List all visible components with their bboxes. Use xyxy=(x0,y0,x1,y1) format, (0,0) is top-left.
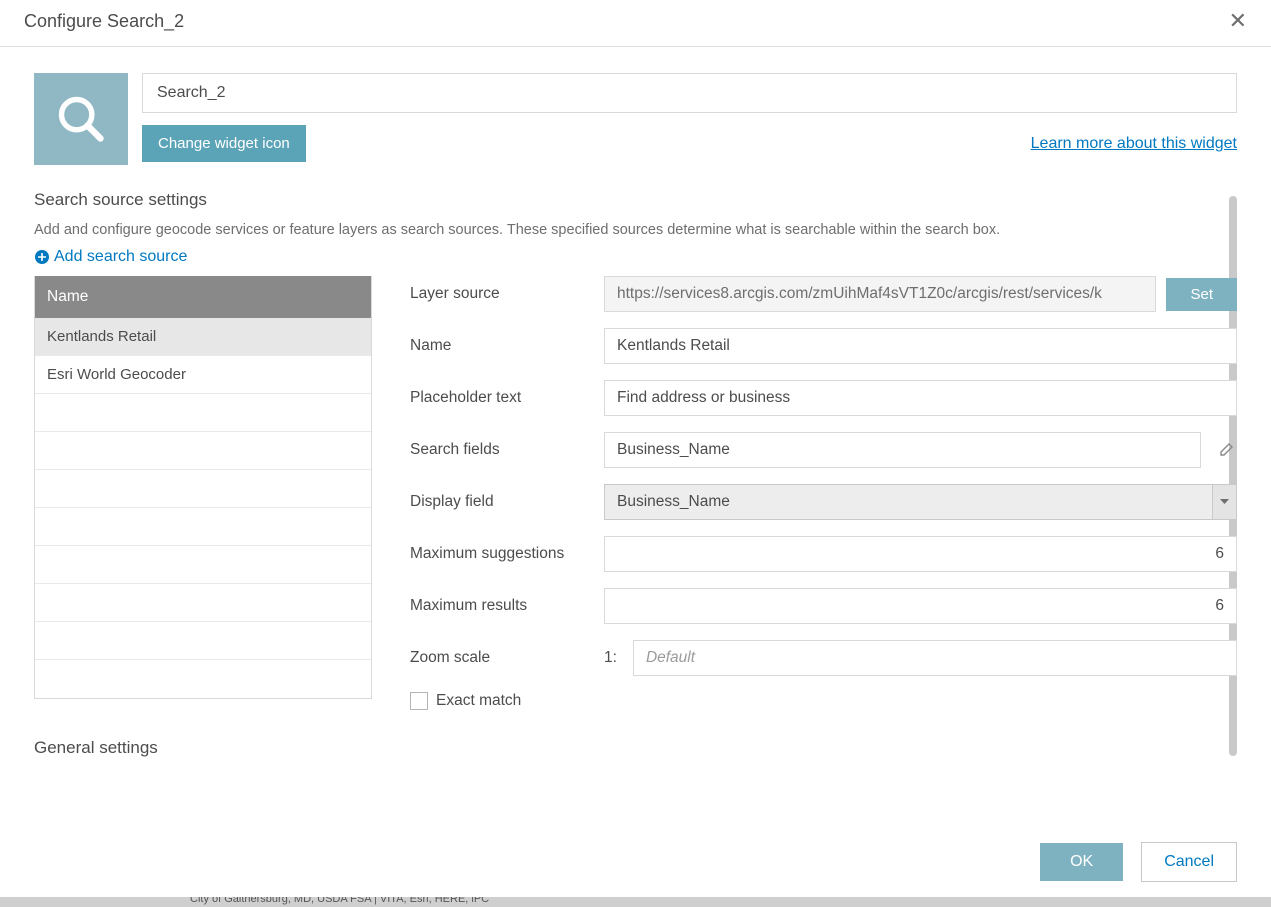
search-icon xyxy=(55,93,107,145)
max-suggestions-row: Maximum suggestions xyxy=(410,536,1237,572)
pencil-icon[interactable] xyxy=(1219,441,1237,459)
exact-match-row: Exact match xyxy=(410,692,1237,710)
layer-source-input xyxy=(604,276,1156,312)
name-field[interactable] xyxy=(604,328,1237,364)
zoom-prefix: 1: xyxy=(604,649,617,667)
max-results-label: Maximum results xyxy=(410,597,604,615)
placeholder-label: Placeholder text xyxy=(410,389,604,407)
max-suggestions-label: Maximum suggestions xyxy=(410,545,604,563)
max-suggestions-input[interactable] xyxy=(604,536,1237,572)
add-source-label: Add search source xyxy=(54,248,187,266)
add-search-source-link[interactable]: Add search source xyxy=(34,248,187,266)
display-field-row: Display field Business_Name xyxy=(410,484,1237,520)
source-row-empty xyxy=(35,394,371,432)
max-results-row: Maximum results xyxy=(410,588,1237,624)
plus-circle-icon xyxy=(34,249,50,265)
set-button[interactable]: Set xyxy=(1166,278,1237,311)
exact-match-checkbox[interactable] xyxy=(410,692,428,710)
placeholder-row: Placeholder text xyxy=(410,380,1237,416)
display-field-value: Business_Name xyxy=(617,493,730,511)
widget-icon[interactable] xyxy=(34,73,128,165)
name-row: Name xyxy=(410,328,1237,364)
zoom-scale-row: Zoom scale 1: xyxy=(410,640,1237,676)
zoom-scale-label: Zoom scale xyxy=(410,649,604,667)
source-row-empty xyxy=(35,432,371,470)
configure-dialog: Configure Search_2 ✕ Change widget icon … xyxy=(0,0,1271,897)
dialog-footer: OK Cancel xyxy=(34,827,1237,897)
cancel-button[interactable]: Cancel xyxy=(1141,842,1237,882)
layer-source-label: Layer source xyxy=(410,285,604,303)
search-sources-heading: Search source settings xyxy=(34,190,1237,210)
source-row-empty xyxy=(35,508,371,546)
search-fields-row: Search fields xyxy=(410,432,1237,468)
dialog-title: Configure Search_2 xyxy=(24,11,184,32)
zoom-scale-input[interactable] xyxy=(633,640,1237,676)
source-row[interactable]: Kentlands Retail xyxy=(35,318,371,356)
search-sources-desc: Add and configure geocode services or fe… xyxy=(34,222,1237,238)
source-row-empty xyxy=(35,470,371,508)
search-fields-input[interactable] xyxy=(604,432,1201,468)
sources-list-col: Name Kentlands RetailEsri World Geocoder xyxy=(34,276,372,710)
content-area: Search source settings Add and configure… xyxy=(34,190,1245,817)
name-label: Name xyxy=(410,337,604,355)
layer-source-row: Layer source Set xyxy=(410,276,1237,312)
ok-button[interactable]: OK xyxy=(1040,843,1123,881)
sources-table: Name Kentlands RetailEsri World Geocoder xyxy=(34,276,372,699)
below-name-row: Change widget icon Learn more about this… xyxy=(142,125,1237,162)
max-results-input[interactable] xyxy=(604,588,1237,624)
source-detail-col: Layer source Set Name Placeholder text xyxy=(410,276,1237,710)
dialog-header: Configure Search_2 ✕ xyxy=(0,0,1271,47)
two-column-layout: Name Kentlands RetailEsri World Geocoder… xyxy=(34,276,1237,710)
source-row-empty xyxy=(35,660,371,698)
placeholder-field[interactable] xyxy=(604,380,1237,416)
source-row[interactable]: Esri World Geocoder xyxy=(35,356,371,394)
display-field-label: Display field xyxy=(410,493,604,511)
sources-col-header: Name xyxy=(35,276,371,318)
display-field-select[interactable]: Business_Name xyxy=(604,484,1237,520)
chevron-down-icon xyxy=(1212,485,1236,519)
search-fields-label: Search fields xyxy=(410,441,604,459)
source-row-empty xyxy=(35,622,371,660)
widget-name-input[interactable] xyxy=(142,73,1237,113)
source-row-empty xyxy=(35,584,371,622)
learn-more-link[interactable]: Learn more about this widget xyxy=(1031,135,1237,153)
source-row-empty xyxy=(35,546,371,584)
change-icon-button[interactable]: Change widget icon xyxy=(142,125,306,162)
exact-match-label: Exact match xyxy=(436,692,521,710)
close-icon[interactable]: ✕ xyxy=(1229,10,1247,32)
widget-top-row: Change widget icon Learn more about this… xyxy=(0,47,1271,165)
top-right-col: Change widget icon Learn more about this… xyxy=(142,73,1237,162)
general-settings-heading: General settings xyxy=(34,738,1237,758)
